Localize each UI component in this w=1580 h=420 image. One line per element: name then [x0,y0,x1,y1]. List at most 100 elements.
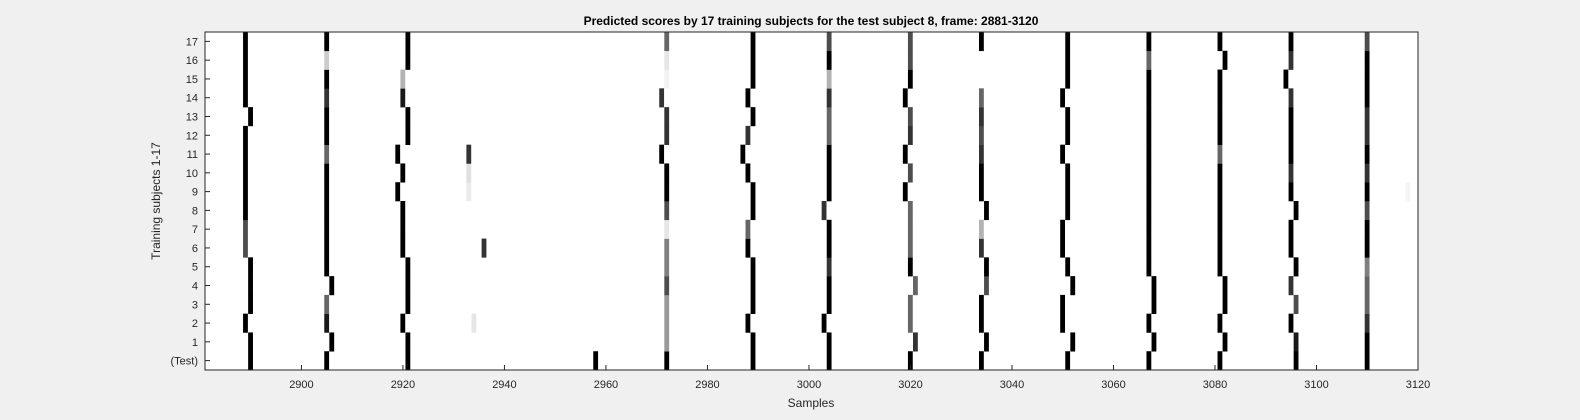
heatmap-cell-r0-10 [1146,351,1152,371]
heatmap-cell-r0-1 [324,351,330,371]
heatmap-cell-r14-3 [659,88,665,108]
heatmap-cell-r13-0 [248,107,253,127]
heatmap-cell-r17-11 [1288,32,1294,52]
heatmap-cell-r2-3 [471,313,477,333]
heatmap-cell-r10-8 [978,163,984,183]
heatmap-cell-r10-13 [1364,163,1370,183]
heatmap-cell-r12-0 [243,125,248,145]
x-axis: 2900 2920 2940 2960 2980 3000 3020 3040 3060 3080… [289,365,1430,391]
heatmap-cell-r0-3 [593,351,599,371]
heatmap-cell-r9-13 [1364,182,1370,202]
heatmap-cell-r2-9 [1060,313,1066,333]
heatmap-cell-r3-7 [978,294,984,314]
heatmap-cell-r7-12 [1364,219,1370,239]
heatmap-cell-r11-12 [1288,144,1294,164]
heatmap-cell-r4-2 [405,276,411,296]
heatmap-cell-r16-0 [243,50,248,70]
heatmap-cell-r2-4 [664,313,670,333]
heatmap-cell-r6-13 [1364,238,1370,258]
heatmap-cell-r0-2 [405,351,411,371]
heatmap-cell-r5-0 [248,257,253,277]
heatmap-cell-r14-11 [1288,88,1294,108]
heatmap-cell-r9-2 [395,182,401,202]
y-tick-label-7: 7 [192,224,198,236]
heatmap-cell-r3-3 [664,294,670,314]
heatmap-cell-r9-10 [1146,182,1152,202]
plot-area [205,32,1418,370]
x-tick-label-4: 2980 [695,379,719,391]
heatmap-cell-r12-12 [1364,125,1370,145]
heatmap-cell-r16-9 [1222,50,1228,70]
heatmap-cell-r1-7 [984,332,989,352]
heatmap-cell-r1-4 [750,332,756,352]
heatmap-cell-r15-6 [907,69,913,89]
heatmap-cell-r4-3 [664,276,670,296]
heatmap-cell-r14-6 [902,88,908,108]
heatmap-cell-r6-3 [481,238,487,258]
heatmap-cell-r9-1 [324,182,330,202]
y-tick-label-2: 2 [192,318,198,330]
heatmap-cell-r3-12 [1364,294,1370,314]
heatmap-cell-r1-5 [826,332,832,352]
heatmap-cell-r3-8 [1060,294,1066,314]
y-axis-label: Training subjects 1-17 [149,142,163,260]
heatmap-cell-r6-8 [978,238,984,258]
heatmap-cell-r6-10 [1146,238,1152,258]
heatmap-cell-r2-2 [400,313,406,333]
heatmap-cell-r9-11 [1217,182,1223,202]
heatmap-cell-r14-4 [745,88,751,108]
heatmap-cell-r6-9 [1060,238,1066,258]
y-tick-label-11: 11 [187,149,198,161]
y-tick-label-13: 13 [186,112,198,124]
heatmap-cell-r17-7 [978,32,984,52]
heatmap-cell-r8-11 [1293,201,1299,221]
heatmap-cell-r8-8 [1065,201,1071,221]
heatmap-cell-r12-1 [324,125,330,145]
heatmap-cell-r14-5 [826,88,832,108]
heatmap-cell-r16-5 [826,50,832,70]
x-tick-label-11: 3120 [1406,379,1430,391]
heatmap-cell-r7-9 [1146,219,1152,239]
y-tick-label-17: 17 [186,36,198,48]
heatmap-cell-r14-0 [243,88,248,108]
heatmap-cell-r12-11 [1288,125,1294,145]
heatmap-cell-r15-7 [1065,69,1071,89]
heatmap-cell-r7-8 [1060,219,1066,239]
heatmap-cell-r3-4 [750,294,756,314]
x-axis-label: Samples [788,396,835,410]
heatmap-cell-r17-10 [1217,32,1223,52]
heatmap-cell-r17-5 [826,32,832,52]
heatmap-cell-r17-4 [750,32,756,52]
heatmap-cell-r8-5 [821,201,827,221]
heatmap-cell-r13-1 [324,107,330,127]
heatmap-cell-r8-7 [984,201,989,221]
heatmap-cell-r9-5 [750,182,756,202]
x-tick-label-1: 2920 [391,379,415,391]
x-tick-label-9: 3080 [1203,379,1227,391]
heatmap-cell-r9-6 [826,182,832,202]
heatmap-cell-r17-6 [907,32,913,52]
heatmap-cell-r1-11 [1293,332,1299,352]
y-tick-label-15: 15 [186,74,198,86]
heatmap-cell-r1-1 [329,332,335,352]
y-tick-label-14: 14 [186,93,198,105]
y-tick-label-5: 5 [192,262,198,274]
heatmap-cell-r2-13 [1364,313,1370,333]
heatmap-cell-r15-11 [1364,69,1370,89]
heatmap-cell-r12-6 [907,125,913,145]
heatmap-cell-r8-10 [1217,201,1223,221]
heatmap-cell-r5-9 [1146,257,1152,277]
heatmap-cell-r7-5 [826,219,832,239]
heatmap-cell-r4-11 [1288,276,1294,296]
heatmap-cell-r15-0 [243,69,248,89]
heatmap-cell-r13-4 [750,107,756,127]
heatmap-cell-r13-6 [907,107,913,127]
heatmap-cell-r17-12 [1364,32,1370,52]
heatmap-cell-r11-4 [659,144,665,164]
heatmap-cell-r0-8 [978,351,984,371]
heatmap-cell-r17-9 [1146,32,1152,52]
heatmap-cell-r10-6 [826,163,832,183]
heatmap-cell-r11-10 [1146,144,1152,164]
heatmap-cell-r11-2 [395,144,401,164]
